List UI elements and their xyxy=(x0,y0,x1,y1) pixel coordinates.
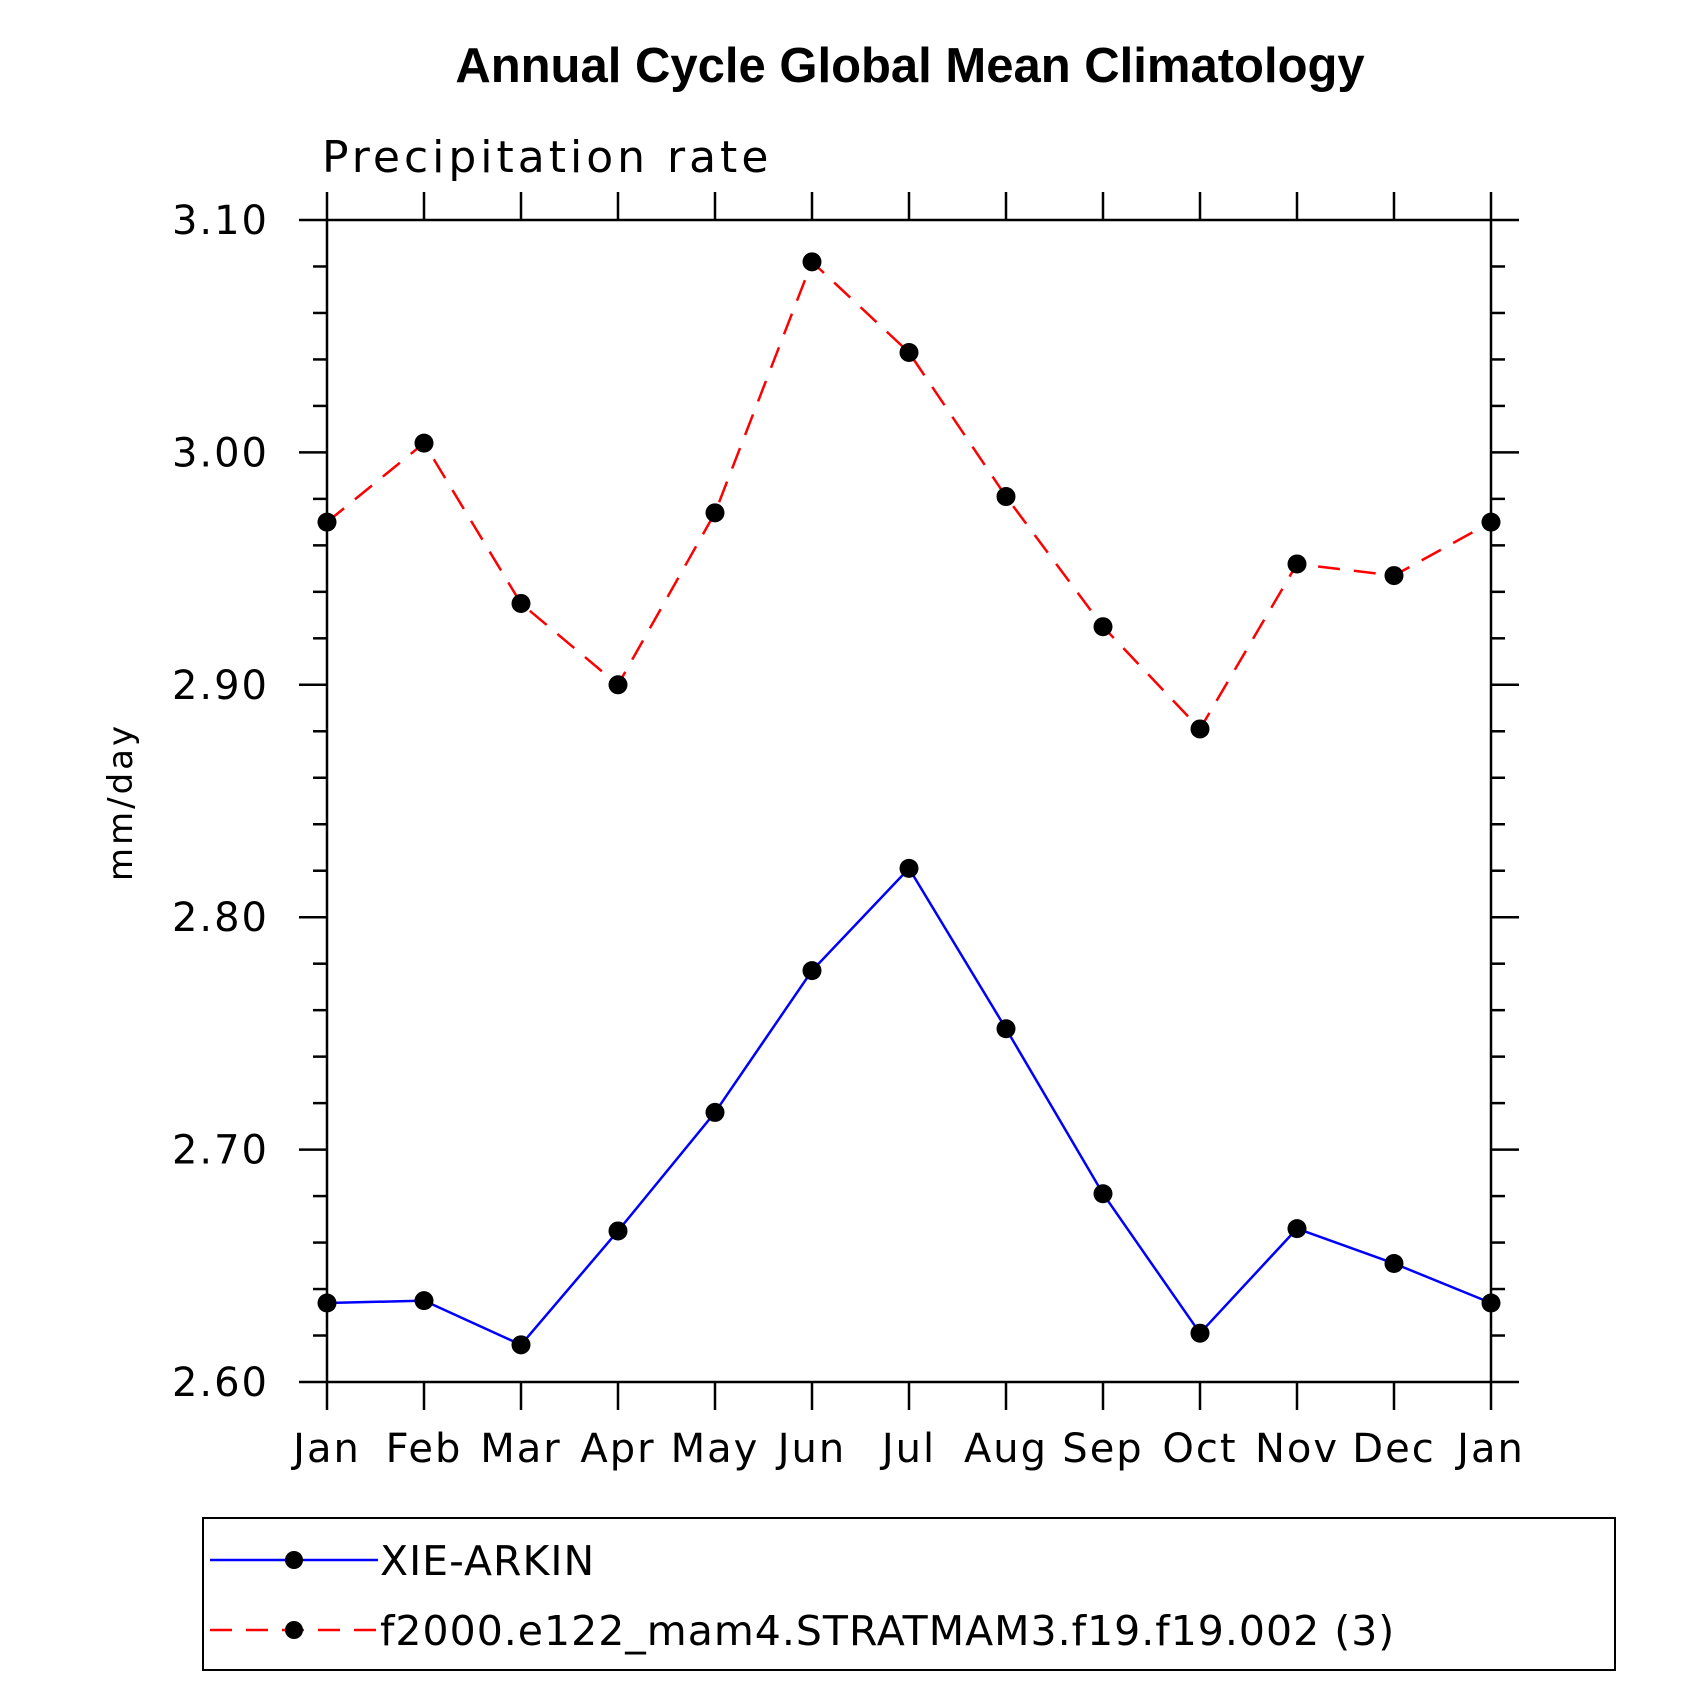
series-0-point xyxy=(414,1291,434,1311)
y-tick-label: 2.70 xyxy=(172,1128,269,1174)
series-line-1 xyxy=(326,259,1492,732)
plot-series xyxy=(317,252,1501,1355)
series-1-point xyxy=(511,593,531,613)
x-tick-label: Sep xyxy=(1062,1426,1143,1472)
series-1-point xyxy=(1093,617,1113,637)
series-0-point xyxy=(996,1019,1016,1039)
series-0-point xyxy=(899,858,919,878)
x-tick-label: Nov xyxy=(1255,1426,1339,1472)
series-1-point xyxy=(705,503,725,523)
series-1-point xyxy=(1384,566,1404,586)
x-tick-label: Jul xyxy=(879,1426,936,1472)
y-tick-label: 3.10 xyxy=(172,198,269,244)
series-0-point xyxy=(1384,1253,1404,1273)
series-1-point xyxy=(414,433,434,453)
x-tick-label: Feb xyxy=(386,1426,463,1472)
x-tick-label: Jun xyxy=(775,1426,847,1472)
series-1-point xyxy=(1287,554,1307,574)
series-1-point xyxy=(996,487,1016,507)
x-tick-label: Apr xyxy=(580,1426,655,1472)
x-tick-label: Jan xyxy=(1454,1426,1525,1472)
series-1-point xyxy=(608,675,628,695)
x-tick-label: Oct xyxy=(1162,1426,1237,1472)
series-1-point xyxy=(1190,719,1210,739)
y-tick-label: 2.90 xyxy=(172,663,269,709)
legend-label-xie-arkin: XIE-ARKIN xyxy=(380,1537,595,1585)
x-tick-label: May xyxy=(671,1426,760,1472)
axis-ticks: Jan Feb Mar Apr May Jun Jul Aug Sep Oct Nov Dec Jan 2… xyxy=(172,192,1525,1472)
legend: XIE-ARKIN f2000.e122_mam4.STRATMAM3.f19.… xyxy=(202,1517,1616,1671)
plot-frame xyxy=(325,218,1493,1384)
x-tick-label: Dec xyxy=(1352,1426,1435,1472)
series-0-point xyxy=(511,1335,531,1355)
x-tick-label: Mar xyxy=(480,1426,561,1472)
legend-label-model: f2000.e122_mam4.STRATMAM3.f19.f19.002 (3… xyxy=(380,1607,1395,1655)
series-1-point xyxy=(899,342,919,362)
series-0-point xyxy=(1093,1184,1113,1204)
series-0-point xyxy=(705,1102,725,1122)
legend-marker-xie-arkin xyxy=(285,1551,303,1569)
series-1-point xyxy=(802,252,822,272)
series-0-point xyxy=(1287,1219,1307,1239)
legend-marker-model xyxy=(285,1621,303,1639)
y-tick-label: 2.80 xyxy=(172,895,269,941)
legend-box xyxy=(202,1517,1616,1671)
chart-subtitle: Precipitation rate xyxy=(322,132,772,183)
x-tick-label: Jan xyxy=(290,1426,361,1472)
series-0-point xyxy=(608,1221,628,1241)
series-0-point xyxy=(1190,1323,1210,1343)
y-tick-label: 2.60 xyxy=(172,1360,269,1406)
y-axis-label: mm/day xyxy=(101,723,141,881)
series-0-point xyxy=(802,961,822,981)
series-line-0 xyxy=(326,866,1492,1347)
chart-title: Annual Cycle Global Mean Climatology xyxy=(455,39,1364,93)
x-tick-label: Aug xyxy=(964,1426,1048,1472)
y-tick-label: 3.00 xyxy=(172,430,269,476)
